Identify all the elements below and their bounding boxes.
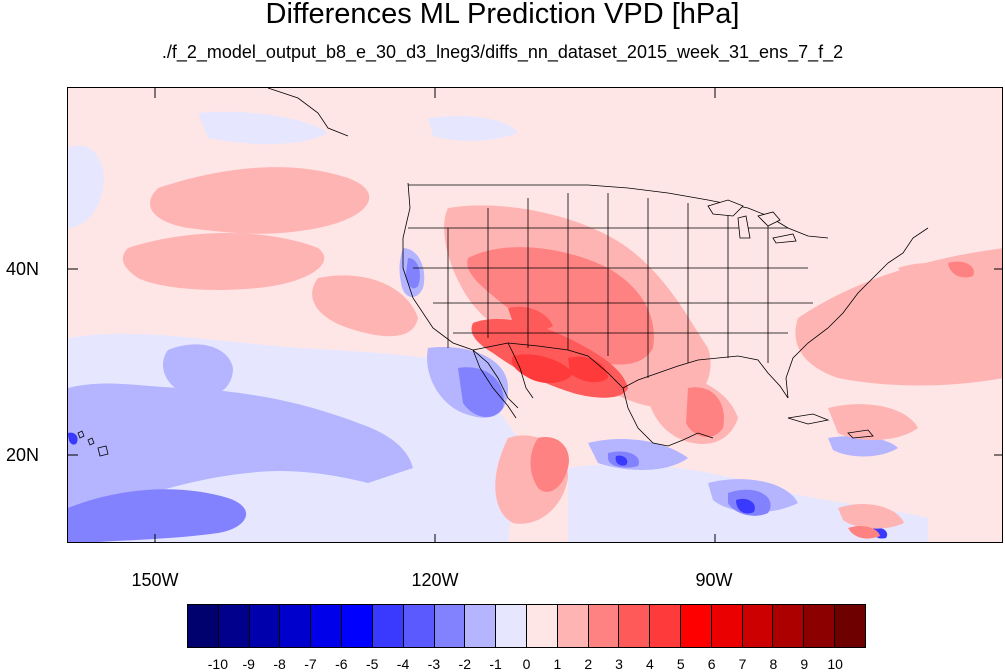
colorbar-swatch <box>773 605 805 647</box>
colorbar-swatch <box>249 605 281 647</box>
lon-label-90w: 90W <box>695 570 733 590</box>
lon-label-150w: 150W <box>131 570 179 590</box>
colorbar-label: 7 <box>738 656 747 672</box>
colorbar-swatch <box>311 605 343 647</box>
colorbar-label: 4 <box>646 656 654 672</box>
colorbar-swatch <box>434 605 466 647</box>
colorbar-label: -9 <box>242 656 255 672</box>
colorbar-label: 9 <box>800 656 809 672</box>
colorbar-label: -3 <box>427 656 441 672</box>
map-panel <box>67 87 1003 543</box>
difference-field-map <box>68 88 1002 542</box>
colorbar-swatch <box>465 605 497 647</box>
colorbar-swatch <box>218 605 250 647</box>
colorbar-label: -10 <box>207 656 228 672</box>
colorbar-label: 6 <box>707 656 716 672</box>
colorbar-label: 5 <box>676 656 685 672</box>
positive-extreme-regions <box>511 354 608 384</box>
colorbar-label: -6 <box>335 656 348 672</box>
lat-label-40n: 40N <box>6 259 40 279</box>
lat-label-20n: 20N <box>6 445 40 465</box>
colorbar-swatch <box>835 605 865 647</box>
colorbar-swatch <box>742 605 774 647</box>
colorbar-labels: -10 -9 -8 -7 -6 -5 -4 -3 -2 -1 0 1 2 3 4 5 6 7 8 9 10 <box>187 656 866 672</box>
colorbar-swatch <box>342 605 373 647</box>
map-tick-marks <box>68 88 1002 542</box>
negative-extreme-spots <box>68 432 888 539</box>
colorbar-swatch <box>526 605 558 647</box>
colorbar <box>187 604 866 648</box>
colorbar-label: 3 <box>615 656 623 672</box>
colorbar-label: -7 <box>304 656 317 672</box>
great-lakes <box>707 199 797 244</box>
colorbar-swatch <box>619 605 651 647</box>
colorbar-label: 0 <box>522 656 531 672</box>
colorbar-label: 2 <box>584 656 593 672</box>
colorbar-swatch <box>372 605 404 647</box>
colorbar-label: -2 <box>458 656 471 672</box>
colorbar-label: 8 <box>769 656 778 672</box>
negative-large-regions <box>68 258 771 542</box>
colorbar-swatch <box>711 605 743 647</box>
colorbar-label: 1 <box>553 656 562 672</box>
colorbar-swatch <box>804 605 836 647</box>
colorbar-swatch <box>557 605 589 647</box>
colorbar-swatch <box>403 605 435 647</box>
colorbar-swatch <box>496 605 527 647</box>
colorbar-swatch <box>588 605 620 647</box>
colorbar-swatch <box>280 605 312 647</box>
lon-label-120w: 120W <box>411 570 459 590</box>
map-subtitle: ./f_2_model_output_b8_e_30_d3_lneg3/diff… <box>161 42 844 62</box>
colorbar-label: -5 <box>365 656 379 672</box>
colorbar-swatch <box>650 605 681 647</box>
colorbar-label: -1 <box>489 656 502 672</box>
colorbar-swatch <box>681 605 712 647</box>
colorbar-label: -8 <box>273 656 286 672</box>
positive-moderate-regions <box>467 247 974 539</box>
colorbar-swatch <box>188 605 219 647</box>
colorbar-label: 10 <box>827 656 843 672</box>
map-title: Differences ML Prediction VPD [hPa] <box>265 0 740 30</box>
colorbar-label: -4 <box>396 656 410 672</box>
